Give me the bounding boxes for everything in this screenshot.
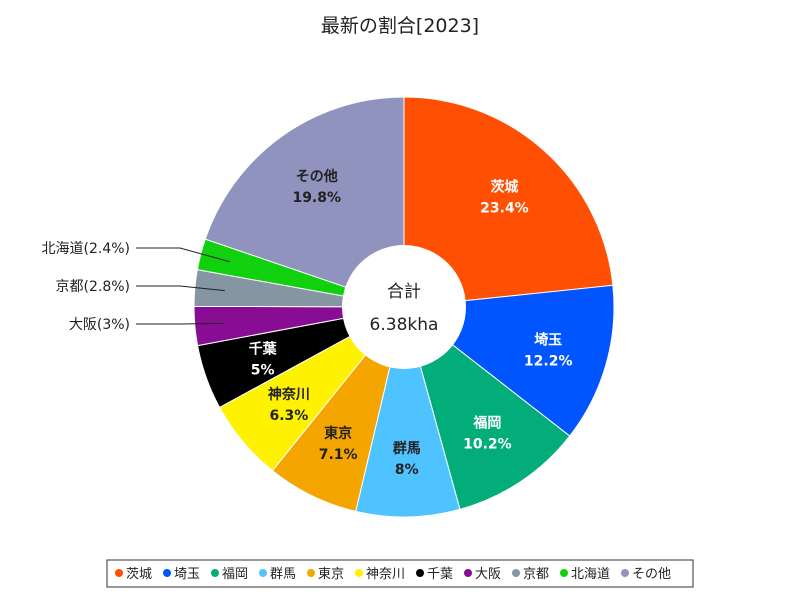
center-hole <box>342 245 466 369</box>
slice-label-2: 埼玉 <box>534 331 562 348</box>
slice-value-4: 8% <box>395 462 419 478</box>
legend-item-9[interactable]: 京都 <box>523 567 549 582</box>
slice-label-6: 神奈川 <box>268 386 310 403</box>
legend-marker-1 <box>115 569 123 577</box>
legend-item-8[interactable]: 大阪 <box>475 567 501 582</box>
legend-marker-2 <box>163 569 171 577</box>
legend: 茨城 埼玉 福岡 群馬 東京 神奈川 千葉 大阪 京都 北海道 その他 <box>106 559 694 588</box>
legend-marker-7 <box>416 569 424 577</box>
legend-marker-6 <box>355 569 363 577</box>
callout-line-9 <box>136 285 225 292</box>
slice-label-5: 東京 <box>324 425 352 442</box>
external-label-9: 京都(2.8%) <box>56 279 131 295</box>
slice-label-3: 福岡 <box>472 415 501 432</box>
legend-marker-11 <box>621 569 629 577</box>
legend-box <box>106 559 694 588</box>
slice-value-11: 19.8% <box>292 190 341 206</box>
chart-title: 最新の割合[2023] <box>321 15 479 37</box>
legend-item-1[interactable]: 茨城 <box>126 567 152 582</box>
legend-item-6[interactable]: 神奈川 <box>366 567 405 582</box>
slice-value-3: 10.2% <box>463 437 512 453</box>
slice-value-6: 6.3% <box>269 408 308 424</box>
slice-11[interactable] <box>204 96 405 308</box>
legend-marker-10 <box>560 569 568 577</box>
center-value: 6.38kha <box>370 315 439 335</box>
legend-item-2[interactable]: 埼玉 <box>174 567 200 582</box>
external-label-10: 北海道(2.4%) <box>42 241 131 257</box>
legend-marker-3 <box>211 569 219 577</box>
external-labels-group: 北海道(2.4%) 京都(2.8%) 大阪(3%) <box>42 241 230 333</box>
external-label-8: 大阪(3%) <box>69 317 130 333</box>
legend-item-4[interactable]: 群馬 <box>270 567 296 582</box>
legend-item-10[interactable]: 北海道 <box>571 567 610 582</box>
legend-marker-8 <box>464 569 472 577</box>
slice-label-7: 千葉 <box>249 340 278 357</box>
legend-marker-4 <box>259 569 267 577</box>
legend-marker-5 <box>307 569 315 577</box>
center-label: 合計 <box>387 282 421 302</box>
slice-1[interactable] <box>403 96 614 308</box>
legend-item-7[interactable]: 千葉 <box>427 567 453 582</box>
slice-label-11: その他 <box>296 168 338 185</box>
slice-value-2: 12.2% <box>524 353 573 369</box>
slice-label-4: 群馬 <box>392 440 421 457</box>
callout-line-8 <box>136 322 225 325</box>
slice-value-7: 5% <box>251 362 275 378</box>
slice-3[interactable] <box>403 305 571 511</box>
legend-marker-9 <box>512 569 520 577</box>
legend-item-3[interactable]: 福岡 <box>222 567 248 582</box>
legend-item-11[interactable]: その他 <box>632 567 671 582</box>
slice-4[interactable] <box>355 306 461 518</box>
callout-line-10 <box>136 247 230 263</box>
slice-value-5: 7.1% <box>319 447 358 463</box>
slice-value-1: 23.4% <box>480 201 529 217</box>
slice-label-1: 茨城 <box>490 179 518 196</box>
slice-labels-group: 茨城 23.4% 埼玉 12.2% 福岡 10.2% 群馬 8% 東京 7.1% 神奈川 6.3% 千葉… <box>249 168 573 478</box>
legend-item-5[interactable]: 東京 <box>318 566 344 582</box>
